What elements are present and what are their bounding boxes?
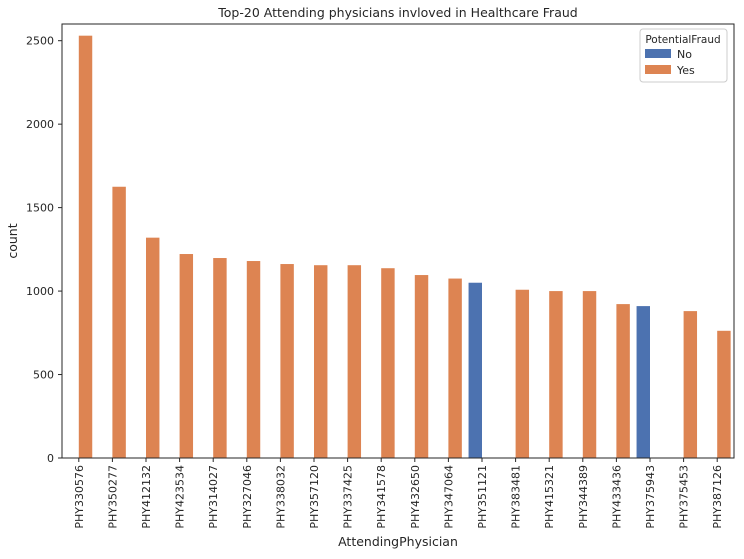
- y-tick-label: 1500: [26, 202, 54, 215]
- x-tick-label: PHY344389: [577, 465, 590, 529]
- bar-yes-phy387126: [717, 330, 731, 458]
- bar-yes-phy327046: [246, 261, 261, 458]
- bar-yes-phy357120: [314, 265, 328, 458]
- x-axis-label: AttendingPhysician: [338, 534, 458, 549]
- x-tick-label: PHY415321: [543, 465, 556, 529]
- bar-yes-phy314027: [213, 258, 227, 458]
- y-tick-label: 2500: [26, 35, 54, 48]
- x-tick-label: PHY350277: [106, 465, 119, 529]
- x-tick-label: PHY433436: [610, 465, 623, 529]
- bar-yes-phy330576: [78, 35, 93, 459]
- x-tick-label: PHY357120: [308, 465, 321, 529]
- legend-label-no: No: [677, 48, 692, 61]
- bars-layer: [78, 35, 731, 459]
- x-tick-label: PHY337425: [342, 465, 355, 529]
- y-tick-label: 500: [33, 369, 54, 382]
- bar-yes-phy415321: [549, 291, 563, 458]
- x-tick-label: PHY432650: [409, 465, 422, 529]
- x-tick-label: PHY341578: [375, 465, 388, 529]
- chart-title: Top-20 Attending physicians invloved in …: [217, 5, 577, 20]
- y-tick-label: 2000: [26, 118, 54, 131]
- bar-yes-phy344389: [582, 291, 597, 458]
- bar-yes-phy341578: [381, 268, 395, 458]
- y-axis-label: count: [5, 223, 20, 258]
- x-tick-label: PHY375453: [678, 465, 691, 529]
- bar-no-phy351121: [468, 282, 482, 458]
- x-tick-label: PHY347064: [442, 465, 455, 529]
- legend: PotentialFraud No Yes: [639, 28, 728, 83]
- plot-frame: [61, 23, 735, 459]
- legend-swatch-yes: [645, 65, 671, 74]
- bar-yes-phy337425: [347, 265, 362, 458]
- x-tick-label: PHY375943: [644, 465, 657, 529]
- y-tick-label: 1000: [26, 285, 54, 298]
- y-axis: 0 500 1000 1500 2000 2500: [26, 35, 62, 465]
- bar-yes-phy432650: [414, 275, 429, 458]
- x-tick-label: PHY387126: [711, 465, 724, 529]
- legend-title: PotentialFraud: [645, 34, 720, 46]
- legend-swatch-no: [645, 49, 671, 58]
- bar-yes-phy338032: [280, 264, 294, 458]
- bar-yes-phy383481: [515, 289, 530, 458]
- bar-yes-phy350277: [112, 186, 126, 458]
- bar-yes-phy412132: [146, 237, 160, 458]
- legend-label-yes: Yes: [676, 64, 695, 77]
- x-tick-label: PHY330576: [73, 465, 86, 529]
- x-tick-label: PHY327046: [241, 465, 254, 529]
- bar-no-phy375943: [636, 306, 650, 458]
- bar-yes-phy375453: [683, 311, 698, 458]
- x-tick-label: PHY314027: [207, 465, 220, 529]
- x-tick-label: PHY338032: [274, 465, 287, 529]
- y-tick-label: 0: [47, 452, 54, 465]
- x-axis: PHY330576 PHY350277 PHY412132 PHY423534 PHY3…: [73, 458, 724, 529]
- x-tick-label: PHY423534: [174, 465, 187, 529]
- bar-yes-phy347064: [448, 278, 462, 458]
- x-tick-label: PHY412132: [140, 465, 153, 529]
- x-tick-label: PHY351121: [476, 465, 489, 529]
- bar-yes-phy423534: [179, 254, 194, 458]
- x-tick-label: PHY383481: [510, 465, 523, 529]
- bar-yes-phy433436: [616, 304, 630, 458]
